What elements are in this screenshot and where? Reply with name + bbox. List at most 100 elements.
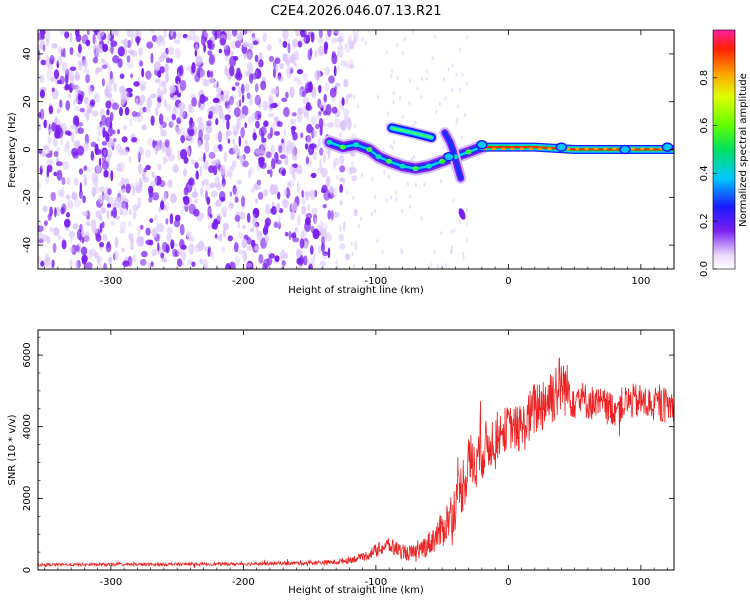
noise-blob [146,137,154,147]
noise-blob [335,82,341,88]
noise-blob [286,58,291,67]
noise-blob [61,239,67,250]
noise-blob [152,192,160,201]
noise-blob [139,94,146,103]
noise-blob [247,115,254,124]
noise-blob [148,185,154,194]
noise-blob [259,161,267,169]
noise-blob [120,210,123,216]
noise-blob [292,154,298,161]
noise-blob [244,140,248,145]
noise-blob [227,166,233,179]
noise-blob [176,31,183,40]
noise-blob [297,214,301,226]
colorbar-ticks: 0.0 0.2 0.4 0.6 0.8 [699,70,717,277]
speckle-blob [383,170,386,175]
noise-blob [191,97,198,107]
speckle-blob [367,30,370,33]
noise-blob [273,189,279,195]
noise-blob [244,145,251,154]
noise-blob [99,223,103,233]
noise-blob [42,44,46,52]
noise-blob [344,253,351,261]
noise-blob [278,37,283,44]
noise-blob [194,43,199,52]
noise-blob [225,68,229,77]
speckle-blob [337,45,340,51]
noise-blob [333,65,337,77]
noise-blob [218,48,222,54]
speckle-blob [456,104,459,109]
noise-blob [78,168,84,175]
noise-blob [234,214,241,223]
noise-blob [174,47,181,59]
noise-blob [127,255,133,267]
noise-blob [223,89,230,99]
noise-blob [221,206,228,215]
noise-blob [327,209,332,220]
noise-blob [312,150,317,161]
noise-blob [94,148,102,155]
noise-blob [112,55,120,64]
noise-blob [304,190,310,201]
noise-blob [241,238,248,249]
noise-blob [183,168,187,177]
noise-blob [331,187,338,198]
noise-blob [56,161,63,167]
noise-blob [64,31,70,39]
noise-blob [284,232,289,237]
noise-blob [211,251,214,260]
noise-blob [166,116,171,122]
noise-blob [224,45,231,57]
noise-blob [110,220,115,226]
noise-blob [44,30,51,42]
noise-blob [68,150,72,157]
spectrogram-x-axis-label: Height of straight line (km) [288,285,424,296]
noise-blob [113,206,117,218]
noise-blob [81,211,89,217]
noise-blob [103,262,108,269]
noise-blob [142,176,150,183]
noise-blob [154,248,159,256]
noise-blob [135,36,141,44]
noise-blob [115,143,122,153]
noise-blob [254,94,261,106]
noise-blob [252,184,259,190]
noise-blob [137,197,142,209]
noise-blob [57,46,64,54]
noise-blob [271,120,278,132]
noise-blob [270,102,278,109]
track-hotspot [575,147,580,150]
noise-blob [312,128,316,139]
noise-blob [215,118,219,126]
track-hotspot [630,147,635,150]
noise-blob [149,218,154,223]
noise-blob [301,190,305,198]
noise-blob [119,228,126,234]
y-tick-label: 2000 [22,486,33,511]
noise-blob [229,65,235,77]
noise-blob [222,114,226,124]
noise-blob [225,130,232,137]
speckle-blob [353,123,356,129]
noise-blob [214,233,218,239]
noise-blob [114,236,119,249]
noise-blob [98,214,103,221]
speckle-blob [346,64,349,69]
speckle-blob [392,100,395,105]
noise-blob [73,199,81,208]
speckle-blob [352,264,355,269]
snr-x-ticks: -300 -200 -100 0 100 [44,330,668,588]
speckle-blob [459,87,462,92]
noise-blob [168,121,174,128]
noise-blob [284,252,288,259]
speckle-blob [466,35,469,40]
noise-blob [220,94,225,102]
noise-blob [97,130,102,137]
noise-blob [279,62,284,70]
speckle-blob [414,120,417,126]
noise-blob [228,203,235,208]
noise-blob [321,236,325,246]
noise-blob [106,109,110,116]
noise-blob [154,214,158,221]
